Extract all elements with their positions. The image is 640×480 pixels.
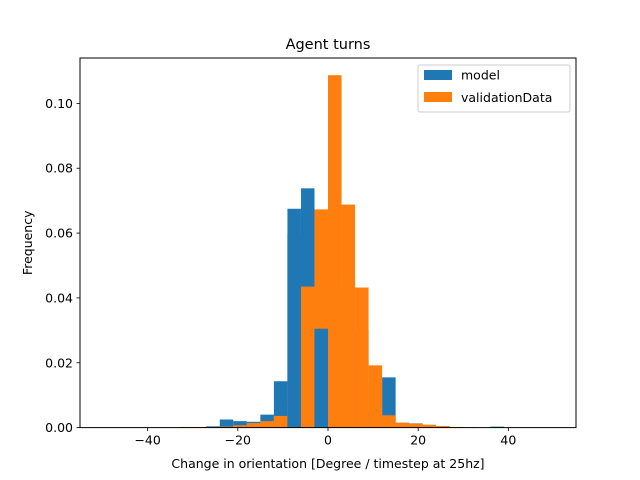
- bar-validationData-4: [233, 425, 247, 428]
- legend-label-validationData: validationData: [461, 90, 552, 105]
- bar-validationData-14: [368, 365, 383, 428]
- legend-swatch-model: [424, 70, 452, 80]
- x-axis-label: Change in orientation [Degree / timestep…: [171, 456, 484, 471]
- legend-swatch-validationData: [424, 92, 452, 102]
- bar-validationData-12: [341, 204, 356, 428]
- y-tick-label: 0.10: [45, 96, 73, 111]
- x-tick-label: 0: [324, 433, 332, 448]
- y-tick-label: 0.06: [45, 226, 73, 241]
- bar-validationData-18: [422, 424, 437, 428]
- legend-label-model: model: [461, 68, 500, 83]
- bar-validationData-15: [382, 415, 396, 428]
- x-tick-label: 20: [410, 433, 426, 448]
- bar-validationData-7: [273, 415, 288, 428]
- x-tick-label: 40: [500, 433, 516, 448]
- bar-validationData-6: [260, 421, 274, 428]
- bars-layer: [179, 75, 504, 428]
- y-tick-label: 0.08: [45, 161, 73, 176]
- bar-validationData-17: [409, 423, 423, 428]
- chart-title: Agent turns: [286, 37, 371, 53]
- bar-validationData-19: [436, 425, 450, 428]
- y-tick-label: 0.00: [45, 420, 73, 435]
- legend: model validationData: [417, 64, 571, 113]
- bar-validationData-9: [300, 286, 315, 428]
- bar-model-4: [219, 419, 234, 428]
- bar-model-5: [233, 421, 247, 428]
- bar-model-extra-1: [314, 328, 328, 428]
- bar-model-3: [206, 426, 220, 428]
- x-tick-label: −40: [134, 433, 160, 448]
- legend-frame: [417, 64, 571, 113]
- x-tick-label: −20: [225, 433, 251, 448]
- bar-validationData-13: [355, 287, 369, 428]
- y-tick-label: 0.02: [45, 355, 73, 370]
- bar-validationData-11: [328, 75, 342, 428]
- y-tick-label: 0.04: [45, 290, 73, 305]
- bar-model-16: [382, 377, 396, 428]
- bar-model-extra-0: [287, 208, 301, 428]
- bar-validationData-5: [246, 423, 261, 428]
- y-axis-label: Frequency: [20, 210, 35, 275]
- bar-validationData-16: [395, 422, 410, 428]
- y-axis-ticks: 0.00 0.02 0.04 0.06 0.08 0.10: [45, 96, 80, 435]
- x-axis-ticks: −40 −20 0 20 40: [134, 427, 516, 448]
